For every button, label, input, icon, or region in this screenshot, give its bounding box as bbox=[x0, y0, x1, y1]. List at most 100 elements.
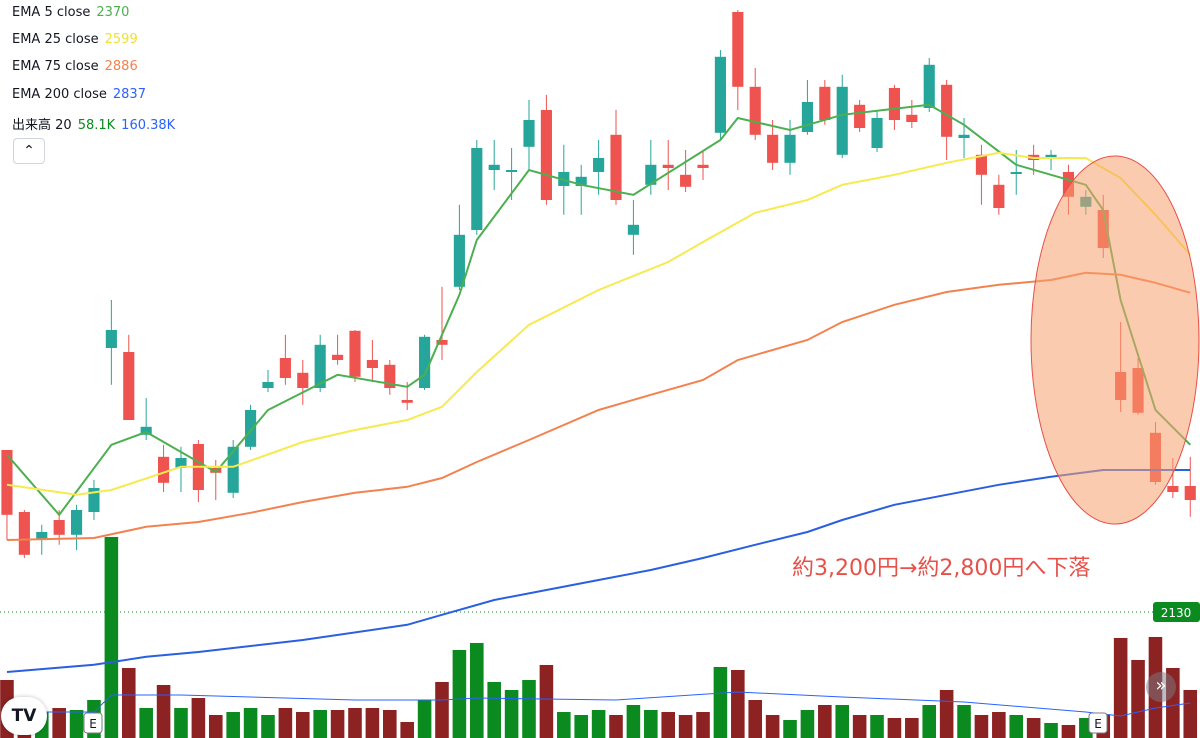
candle-body bbox=[610, 134, 622, 200]
ema-line bbox=[6, 151, 1192, 496]
scroll-right-button[interactable]: » bbox=[1146, 672, 1176, 702]
volume-bar bbox=[470, 642, 484, 738]
candle-body bbox=[993, 184, 1005, 208]
candle-body bbox=[245, 410, 257, 447]
candle-body bbox=[714, 56, 726, 133]
legend-value: 58.1K bbox=[77, 118, 116, 133]
candle-body bbox=[471, 148, 483, 230]
candle-body bbox=[436, 340, 448, 345]
event-badge bbox=[83, 712, 103, 734]
candle-body bbox=[784, 134, 796, 163]
volume-bar bbox=[591, 709, 606, 738]
candle-body bbox=[175, 458, 187, 468]
candle-body bbox=[593, 158, 605, 172]
candle-body bbox=[401, 400, 413, 403]
legend-ema75: EMA 75 close 2886 bbox=[12, 59, 138, 74]
volume-bar bbox=[957, 704, 971, 738]
legend-volume: 出来高 20 58.1K 160.38K bbox=[12, 114, 175, 133]
volume-bar bbox=[1113, 637, 1128, 738]
volume-bar bbox=[400, 721, 414, 738]
candle-body bbox=[1045, 154, 1057, 158]
candle-body bbox=[123, 352, 135, 420]
volume-bar bbox=[783, 719, 797, 738]
legend-name: EMA 200 close bbox=[12, 87, 107, 102]
legend-name: 出来高 20 bbox=[12, 118, 72, 133]
candle-body bbox=[366, 360, 378, 368]
volume-bar bbox=[139, 707, 153, 738]
candle-body bbox=[1167, 486, 1179, 492]
volume-bar bbox=[818, 704, 832, 738]
candle-body bbox=[662, 164, 674, 168]
legend-name: EMA 75 close bbox=[12, 59, 99, 74]
candle-body bbox=[227, 446, 239, 493]
volume-bar bbox=[452, 649, 467, 738]
candle-body bbox=[732, 12, 744, 87]
volume-bar bbox=[69, 709, 84, 738]
volume-bar bbox=[226, 711, 240, 738]
legend-ema25: EMA 25 close 2599 bbox=[12, 32, 138, 47]
candle-body bbox=[871, 118, 883, 148]
candle-body bbox=[888, 88, 900, 120]
candle-body bbox=[767, 134, 779, 163]
candle-body bbox=[1062, 172, 1075, 197]
volume-bar bbox=[765, 714, 780, 738]
volume-bar bbox=[887, 717, 902, 738]
price-badge bbox=[1153, 602, 1200, 622]
volume-bar bbox=[800, 709, 815, 738]
volume-bar bbox=[661, 711, 675, 738]
volume-bar bbox=[626, 704, 641, 738]
volume-bar bbox=[191, 697, 206, 738]
tradingview-logo[interactable]: TV bbox=[1, 697, 47, 735]
legend-ema200: EMA 200 close 2837 bbox=[12, 87, 146, 102]
candle-body bbox=[906, 114, 918, 122]
annotation: 約3,200円→約2,800円へ下落 bbox=[792, 556, 1090, 581]
candle-body bbox=[88, 488, 100, 512]
candle-body bbox=[332, 354, 344, 360]
volume-bar bbox=[905, 717, 919, 738]
candle-body bbox=[314, 344, 326, 388]
volume-bar bbox=[696, 711, 710, 738]
volume-bar bbox=[609, 714, 623, 738]
volume-bar bbox=[261, 714, 275, 738]
candle-body bbox=[1184, 486, 1196, 500]
candle-body bbox=[958, 134, 970, 138]
volume-bar bbox=[504, 689, 519, 738]
volume-bar bbox=[1044, 722, 1058, 738]
volume-bar bbox=[174, 707, 188, 738]
candle-body bbox=[70, 510, 83, 535]
volume-bar bbox=[383, 709, 397, 738]
candle-body bbox=[488, 164, 500, 170]
volume-bar bbox=[522, 679, 536, 738]
candle-body bbox=[210, 468, 222, 473]
legend-ema5: EMA 5 close 2370 bbox=[12, 5, 129, 20]
highlight-ellipse bbox=[1030, 155, 1200, 525]
volume-bar bbox=[835, 704, 850, 738]
candle-body bbox=[453, 234, 465, 287]
volume-bar bbox=[922, 704, 937, 738]
candle-body bbox=[819, 86, 831, 120]
collapse-button[interactable]: ⌃ bbox=[13, 138, 45, 164]
candle-body bbox=[297, 372, 309, 388]
candle-body bbox=[1, 450, 13, 515]
candle-body bbox=[523, 120, 535, 147]
event-badge bbox=[1088, 712, 1108, 734]
candle-body bbox=[749, 86, 761, 135]
candle-body bbox=[854, 104, 866, 128]
volume-bar bbox=[1061, 724, 1076, 738]
volume-bar bbox=[731, 669, 745, 738]
volume-bar bbox=[974, 714, 989, 738]
volume-bar bbox=[435, 681, 449, 738]
legend-name: EMA 5 close bbox=[12, 5, 91, 20]
volume-bar bbox=[1026, 717, 1041, 738]
candle-body bbox=[975, 154, 988, 175]
volume-bar bbox=[1009, 714, 1024, 738]
candle-body bbox=[262, 382, 274, 388]
candle-body bbox=[140, 426, 152, 435]
event-badge-label: E bbox=[1094, 717, 1102, 731]
volume-bar bbox=[557, 711, 571, 738]
candle-body bbox=[18, 512, 30, 555]
candle-body bbox=[645, 164, 657, 185]
candle-body bbox=[349, 330, 361, 377]
